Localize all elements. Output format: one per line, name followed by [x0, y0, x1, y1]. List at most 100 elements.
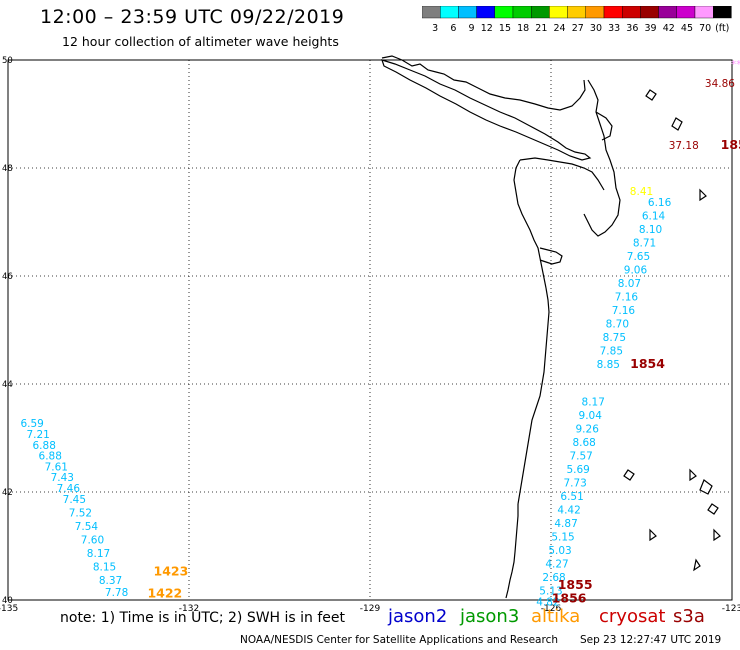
swh-data-label: 8.71: [633, 237, 656, 249]
swh-data-label: 4.27: [545, 559, 568, 571]
time-annotation: 1855: [558, 577, 593, 592]
swh-data-label: 9.26: [576, 424, 600, 436]
y-tick-label: 40: [2, 596, 13, 606]
colorbar-tick-label: 6: [450, 23, 456, 34]
page-subtitle: 12 hour collection of altimeter wave hei…: [62, 34, 339, 49]
legend-s3a: s3a: [673, 606, 705, 627]
colorbar-tick-label: 36: [626, 23, 638, 34]
colorbar-tick-label: 3: [432, 23, 438, 34]
swh-data-label: 7.16: [612, 305, 636, 317]
swh-data-label: 8.85: [597, 359, 620, 371]
footer-credit: NOAA/NESDIS Center for Satellite Applica…: [240, 634, 558, 646]
legend-jason3: jason3: [460, 606, 520, 627]
swh-data-label: 6.51: [560, 491, 583, 503]
colorbar-tick-label: 18: [517, 23, 529, 34]
swh-data-label: 4.87: [554, 518, 577, 530]
y-tick-label: 42: [2, 488, 13, 498]
swh-data-label: 8.07: [618, 278, 641, 290]
swh-data-label: 8.17: [87, 548, 110, 560]
y-tick-label: 48: [2, 164, 13, 174]
swh-data-label: 4.42: [557, 505, 580, 517]
colorbar-tick-label: 45: [681, 23, 693, 34]
swh-data-label: 8.10: [639, 224, 662, 236]
colorbar-tick-label: (ft): [715, 23, 729, 34]
swh-data-label: 8.68: [572, 437, 595, 449]
swh-annotation: *****: [731, 59, 740, 71]
swh-data-label: 7.52: [69, 507, 92, 519]
swh-annotation: 8.41: [630, 186, 653, 198]
x-tick-label: -129: [360, 604, 381, 614]
y-tick-label: 44: [2, 380, 13, 390]
map-axes: -135-132-129-126-123-120404244464850: [0, 56, 740, 614]
swh-data-label: 7.21: [26, 429, 49, 441]
colorbar-legend: 3 6 9 12 15 18 21 24 27 30 33 36 39 42 45 70 (ft): [422, 6, 732, 34]
colorbar-tick-label: 24: [554, 23, 566, 34]
colorbar-tick-label: 15: [499, 23, 511, 34]
colorbar-tick-label: 30: [590, 23, 602, 34]
swh-data-label: 7.16: [615, 291, 639, 303]
swh-data-label: 7.60: [81, 534, 104, 546]
swh-data-label: 5.13: [539, 586, 562, 598]
swh-data-label: 5.15: [551, 532, 574, 544]
colorbar-tick-label: 12: [481, 23, 493, 34]
swh-data-label: 2.68: [542, 572, 565, 584]
swh-data-label: 9.04: [579, 410, 603, 422]
time-annotation: 1856: [552, 591, 587, 606]
swh-data-label: 7.61: [45, 461, 68, 473]
swh-data-label: 6.14: [642, 210, 666, 222]
swh-data-label: 9.06: [624, 264, 648, 276]
swh-data-label: 6.16: [648, 197, 672, 209]
colorbar-tick-label: 9: [469, 23, 475, 34]
y-tick-label: 46: [2, 272, 13, 282]
footer-timestamp: Sep 23 12:27:47 UTC 2019: [580, 634, 722, 646]
colorbar-tick-label: 21: [535, 23, 547, 34]
swh-data-label: 4.82: [536, 596, 559, 608]
swh-data-label: 6.88: [33, 440, 56, 452]
swh-data-label: 7.43: [51, 472, 74, 484]
swh-data-label: 7.65: [627, 251, 650, 263]
plot-frame: [7, 59, 733, 601]
time-annotation: 1854: [630, 356, 665, 371]
swh-data-label: 7.45: [63, 494, 86, 506]
data-marks: 6.597.216.886.887.617.437.467.457.527.54…: [20, 59, 740, 608]
swh-data-label: 6.88: [39, 451, 62, 463]
swh-annotation: 37.18: [669, 140, 699, 152]
swh-data-label: 8.70: [606, 318, 629, 330]
time-annotation: 1422: [147, 585, 182, 600]
swh-data-label: 5.69: [566, 464, 589, 476]
swh-annotation: 34.86: [705, 78, 735, 90]
swh-data-label: 8.37: [99, 575, 122, 587]
swh-data-label: 6.59: [20, 418, 43, 430]
time-annotation: 1423: [154, 564, 189, 579]
legend-jason2: jason2: [388, 606, 448, 627]
note-text: note: 1) Time is in UTC; 2) SWH is in fe…: [60, 610, 346, 626]
swh-data-label: 7.46: [57, 483, 81, 495]
swh-data-label: 8.75: [603, 332, 626, 344]
swh-data-label: 5.03: [548, 545, 571, 557]
swh-data-label: 7.85: [600, 345, 623, 357]
time-annotation: 1853: [721, 137, 740, 152]
swh-data-label: 7.78: [105, 587, 128, 599]
legend-cryosat: cryosat: [599, 606, 666, 627]
x-tick-label: -126: [541, 604, 562, 614]
x-tick-label: -135: [0, 604, 18, 614]
x-tick-label: -132: [179, 604, 199, 614]
map-grid: [8, 60, 732, 600]
swh-data-label: 7.57: [569, 451, 592, 463]
colorbar-swatch: [713, 6, 732, 19]
swh-data-label: 7.54: [75, 521, 99, 533]
page-title: 12:00 – 23:59 UTC 09/22/2019: [40, 6, 345, 28]
x-tick-label: -123: [722, 604, 740, 614]
colorbar-tick-label: 39: [645, 23, 657, 34]
swh-data-label: 8.15: [93, 561, 116, 573]
colorbar-tick-label: 42: [663, 23, 675, 34]
coastline: [381, 55, 721, 599]
swh-data-label: 8.17: [582, 397, 605, 409]
colorbar-tick-label: 33: [608, 23, 620, 34]
colorbar-tick-label: 70: [699, 23, 711, 34]
swh-data-label: 7.73: [563, 478, 586, 490]
colorbar-tick-label: 27: [572, 23, 584, 34]
legend-altika: altika: [531, 606, 581, 627]
y-tick-label: 50: [2, 56, 13, 66]
